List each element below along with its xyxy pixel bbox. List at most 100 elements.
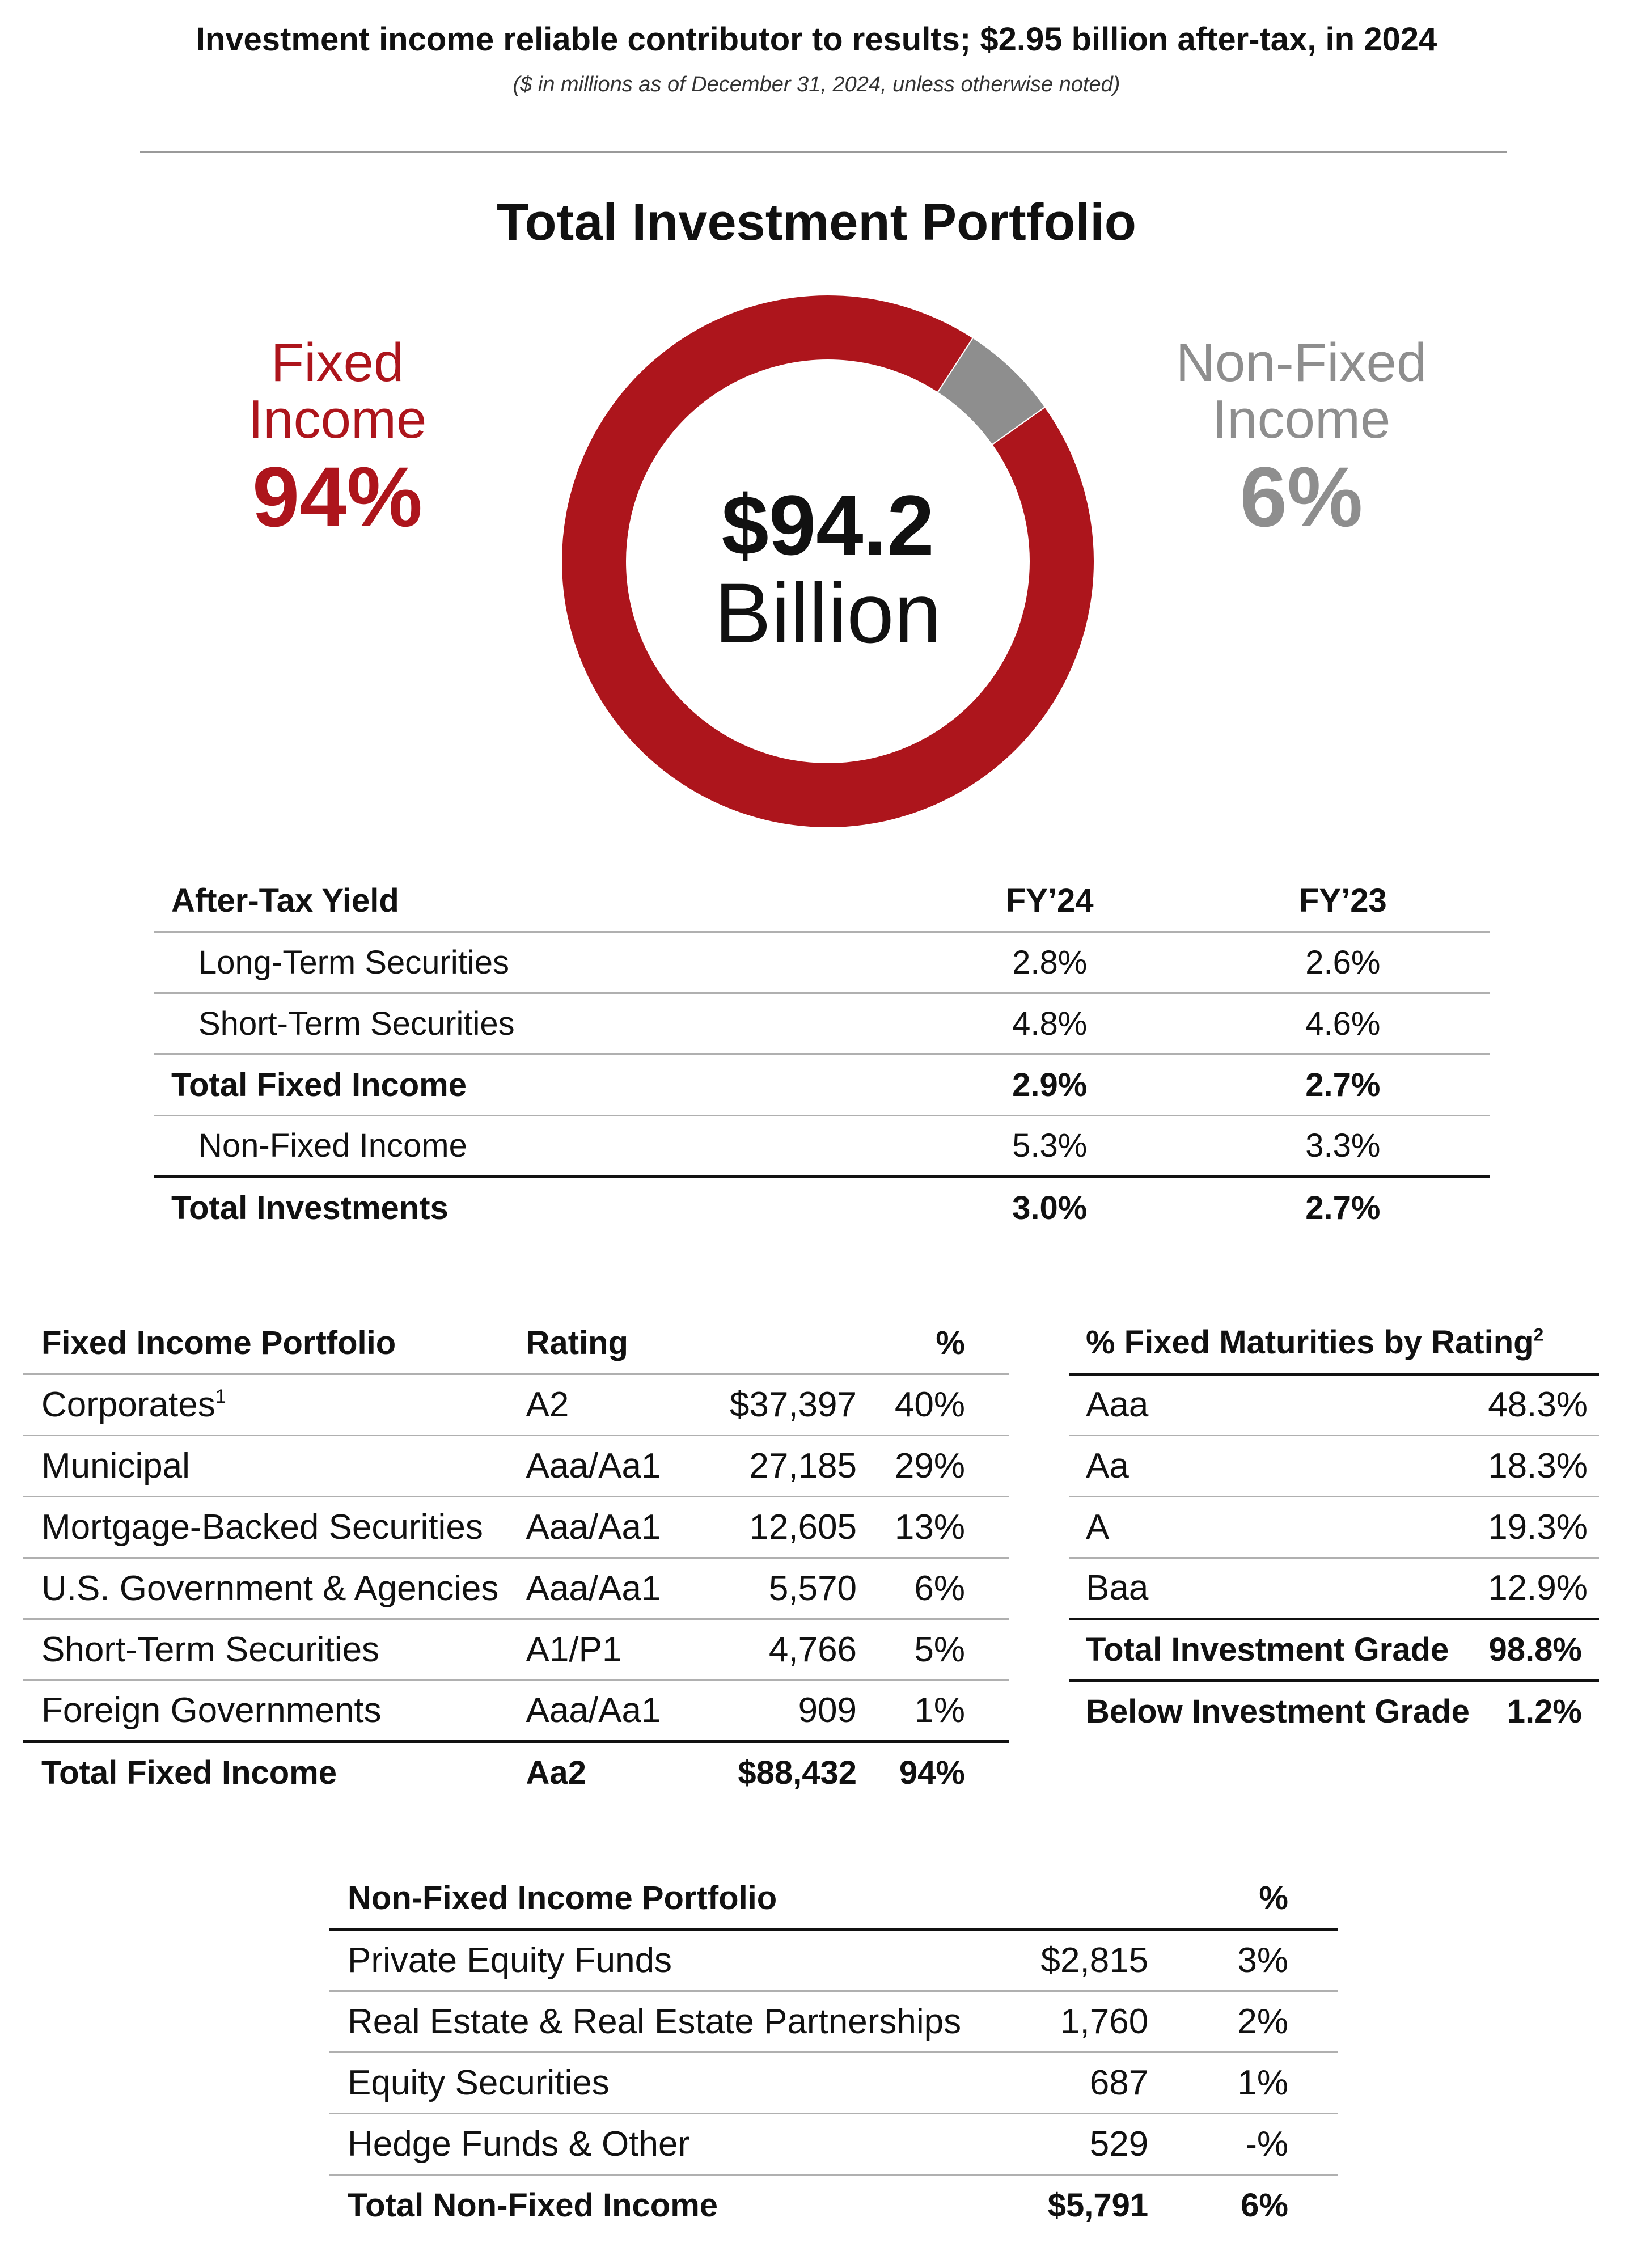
cell-fy23: 2.7%: [1305, 1189, 1381, 1226]
cell-fy23: 2.6%: [1196, 932, 1490, 994]
table-row: Short-Term Securities A1/P1 4,766 5%: [23, 1619, 1009, 1681]
nonfixed-income-label-line2: Income: [1212, 389, 1391, 450]
column-header-empty: [979, 1868, 1149, 1931]
footnote-marker: 1: [215, 1385, 226, 1407]
fixed-income-portfolio-table: Fixed Income Portfolio Rating % Corporat…: [23, 1313, 1009, 1802]
subhead: ($ in millions as of December 31, 2024, …: [513, 73, 1120, 96]
fixed-income-slice: [561, 294, 1095, 828]
portfolio-title: Total Investment Portfolio: [497, 193, 1136, 251]
table-row: Foreign Governments Aaa/Aa1 909 1%: [23, 1680, 1009, 1743]
cell-pct: 6%: [857, 1558, 1009, 1620]
row-label: Corporates1: [23, 1374, 526, 1436]
table-row: Total Fixed Income Aa2 $88,432 94%: [23, 1741, 1009, 1802]
cell-value: 27,185: [692, 1435, 857, 1497]
cell-pct: 5%: [857, 1619, 1009, 1681]
fixed-maturities-by-rating-table: % Fixed Maturities by Rating2 Aaa 48.3% …: [1069, 1313, 1599, 1741]
fixed-income-label-line1: Fixed: [270, 332, 404, 393]
cell-pct: 29%: [857, 1435, 1009, 1497]
cell-pct: 48.3%: [1484, 1374, 1599, 1436]
fixed-income-label-line2: Income: [248, 389, 427, 450]
row-label: Total Fixed Income: [154, 1054, 903, 1116]
column-header: Rating: [526, 1313, 692, 1375]
table-row: Private Equity Funds $2,815 3%: [329, 1930, 1338, 1992]
row-label: Total Investments: [171, 1189, 449, 1226]
cell-fy24: 3.0%: [1012, 1189, 1088, 1226]
cell-fy24: 4.8%: [903, 993, 1196, 1055]
cell-rating: Aa2: [526, 1754, 586, 1791]
row-label: Total Fixed Income: [41, 1754, 337, 1791]
cell-fy24: 2.9%: [903, 1054, 1196, 1116]
row-label: Below Investment Grade: [1086, 1692, 1470, 1730]
table-row: Aaa 48.3%: [1069, 1374, 1599, 1436]
fixed-income-pct: 94%: [252, 449, 423, 544]
row-label: Short-Term Securities: [23, 1619, 526, 1681]
table-header-row: After-Tax Yield FY’24 FY’23: [154, 870, 1490, 933]
column-header: %: [857, 1313, 1009, 1375]
column-header: Non-Fixed Income Portfolio: [329, 1868, 980, 1931]
table-header-row: % Fixed Maturities by Rating2: [1069, 1313, 1599, 1376]
table-row: Non-Fixed Income 5.3% 3.3%: [154, 1115, 1490, 1178]
table-row: Total Fixed Income 2.9% 2.7%: [154, 1054, 1490, 1116]
cell-pct: 1%: [1148, 2052, 1338, 2114]
table-row: Real Estate & Real Estate Partnerships 1…: [329, 1991, 1338, 2053]
table-row: A 19.3%: [1069, 1496, 1599, 1559]
cell-rating: Aaa/Aa1: [526, 1496, 692, 1559]
cell-fy24: 5.3%: [903, 1115, 1196, 1178]
cell-pct: -%: [1148, 2113, 1338, 2176]
cell-value: 909: [692, 1680, 857, 1743]
row-label: Non-Fixed Income: [154, 1115, 903, 1178]
table-header-row: Fixed Income Portfolio Rating %: [23, 1313, 1009, 1375]
column-header: FY’23: [1196, 870, 1490, 933]
table-row: Total Non-Fixed Income $5,791 6%: [329, 2174, 1338, 2236]
divider: [140, 151, 1507, 153]
cell-value: 529: [979, 2113, 1149, 2176]
row-label: Short-Term Securities: [154, 993, 903, 1055]
nonfixed-income-label-line1: Non-Fixed: [1175, 332, 1427, 393]
cell-pct: 94%: [899, 1754, 965, 1791]
cell-value: 687: [979, 2052, 1149, 2114]
cell-value: $2,815: [979, 1930, 1149, 1992]
cell-rating: A2: [526, 1374, 692, 1436]
cell-fy23: 4.6%: [1196, 993, 1490, 1055]
cell-pct: 1.2%: [1507, 1692, 1582, 1730]
cell-pct: 18.3%: [1484, 1435, 1599, 1497]
cell-fy23: 2.7%: [1196, 1054, 1490, 1116]
table-row: Mortgage-Backed Securities Aaa/Aa1 12,60…: [23, 1496, 1009, 1559]
cell-value: $88,432: [738, 1754, 857, 1791]
row-label: Aa: [1069, 1435, 1484, 1497]
column-header: % Fixed Maturities by Rating2: [1069, 1313, 1599, 1376]
row-label: Mortgage-Backed Securities: [23, 1496, 526, 1559]
cell-pct: 98.8%: [1484, 1619, 1599, 1682]
row-label: U.S. Government & Agencies: [23, 1558, 526, 1620]
fixed-income-label: Fixed Income: [196, 335, 479, 448]
cell-pct: 1%: [857, 1680, 1009, 1743]
row-label: Total Non-Fixed Income: [348, 2187, 718, 2224]
cell-fy24: 2.8%: [903, 932, 1196, 994]
cell-pct: 6%: [1241, 2187, 1288, 2224]
cell-pct: 3%: [1148, 1930, 1338, 1992]
cell-value: $37,397: [692, 1374, 857, 1436]
column-header: After-Tax Yield: [154, 870, 903, 933]
table-row: Corporates1 A2 $37,397 40%: [23, 1374, 1009, 1436]
row-label: Aaa: [1069, 1374, 1484, 1436]
row-label: Equity Securities: [329, 2052, 980, 2114]
cell-value: $5,791: [1047, 2187, 1149, 2224]
table-row: Below Investment Grade 1.2%: [1069, 1680, 1599, 1741]
column-header-text: % Fixed Maturities by Rating: [1086, 1324, 1534, 1361]
after-tax-yield-table: After-Tax Yield FY’24 FY’23 Long-Term Se…: [154, 870, 1490, 1238]
cell-rating: Aaa/Aa1: [526, 1435, 692, 1497]
cell-value: 1,760: [979, 1991, 1149, 2053]
table-row: Short-Term Securities 4.8% 4.6%: [154, 993, 1490, 1055]
nonfixed-income-pct: 6%: [1239, 449, 1363, 544]
cell-pct: 19.3%: [1484, 1496, 1599, 1559]
table-row: Baa 12.9%: [1069, 1558, 1599, 1620]
portfolio-donut-chart: [561, 294, 1095, 828]
cell-rating: A1/P1: [526, 1619, 692, 1681]
donut-center-unit: Billion: [714, 565, 942, 661]
nonfixed-income-portfolio-table: Non-Fixed Income Portfolio % Private Equ…: [329, 1868, 1338, 2236]
nonfixed-income-label: Non-Fixed Income: [1160, 335, 1443, 448]
cell-pct: 40%: [857, 1374, 1009, 1436]
table-row: Total Investment Grade 98.8%: [1069, 1619, 1599, 1682]
cell-value: 12,605: [692, 1496, 857, 1559]
donut-center-value: $94.2: [721, 477, 934, 573]
